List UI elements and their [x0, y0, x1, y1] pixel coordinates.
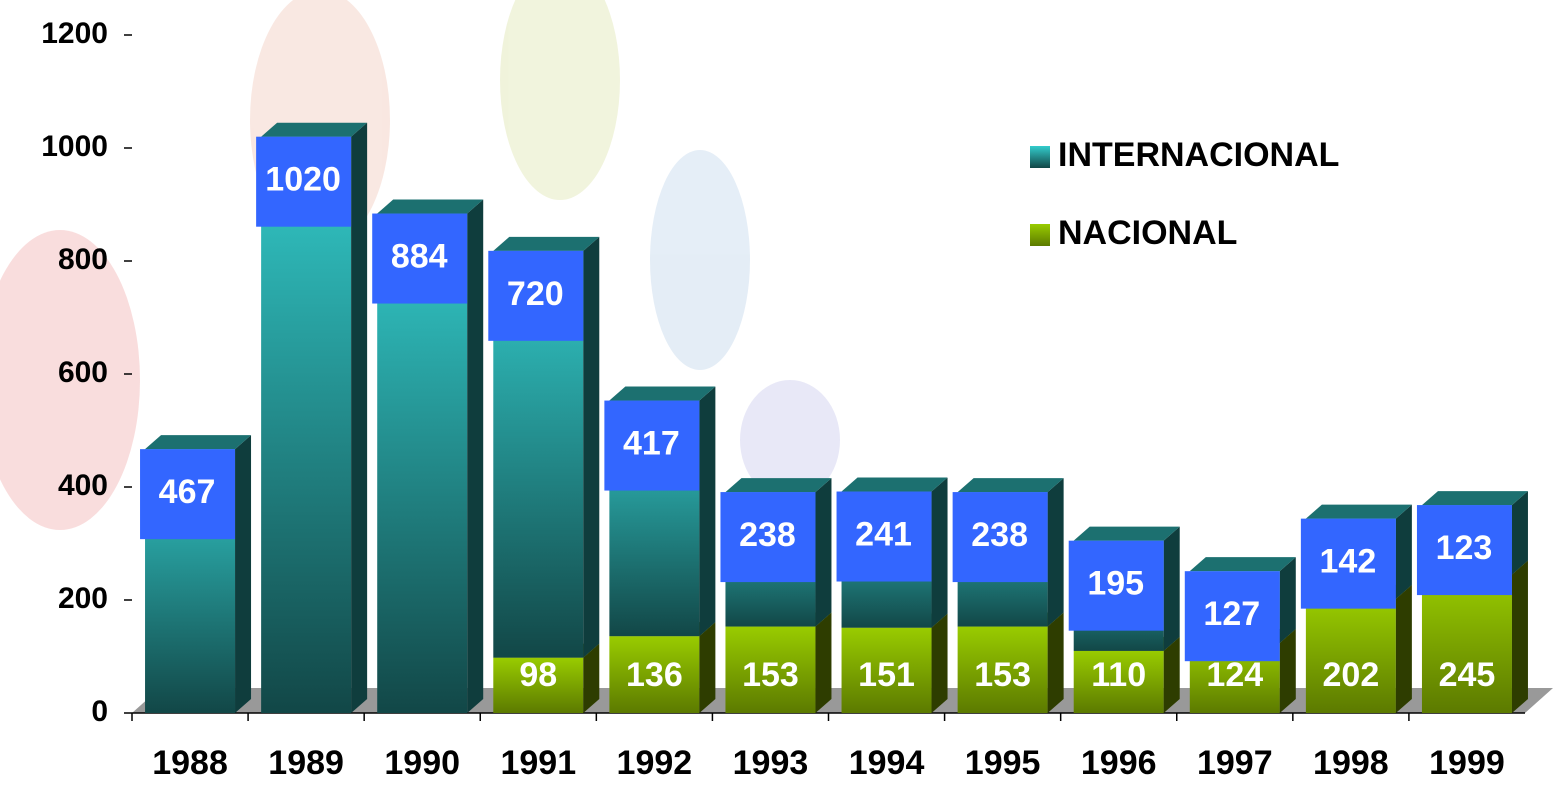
bar-side	[1511, 491, 1528, 575]
value-label: 124	[1206, 656, 1263, 694]
bar-side	[815, 612, 832, 713]
value-label: 123	[1436, 529, 1493, 567]
bar-top	[493, 236, 600, 251]
y-tick-label: 0	[91, 695, 108, 728]
x-tick-label: 1992	[617, 744, 693, 782]
bar	[1421, 574, 1512, 713]
bar-side	[699, 622, 716, 713]
value-label: 153	[974, 656, 1031, 694]
bar-top	[957, 478, 1064, 493]
bar-top	[841, 477, 948, 492]
bar-top	[1305, 504, 1412, 519]
value-label: 195	[1087, 565, 1144, 603]
bar-side	[1163, 636, 1180, 713]
legend-swatch	[1030, 146, 1050, 168]
value-label: 238	[739, 516, 796, 554]
value-label-box	[1184, 571, 1280, 662]
bar-side	[583, 643, 600, 713]
value-label: 238	[971, 516, 1028, 554]
x-tick-label: 1988	[152, 744, 228, 782]
bar-top	[725, 478, 832, 493]
value-label: 1020	[265, 161, 341, 199]
x-tick-label: 1989	[268, 744, 344, 782]
y-tick-label: 800	[58, 243, 108, 276]
value-label: 136	[626, 656, 683, 694]
bar-side	[815, 478, 832, 627]
y-tick-label: 1200	[41, 17, 108, 50]
y-tick-label: 200	[58, 582, 108, 615]
x-tick-label: 1994	[849, 744, 925, 782]
bar-side	[931, 477, 948, 628]
value-label-box	[1300, 518, 1396, 609]
value-label-box	[836, 491, 932, 582]
bar-top	[1189, 557, 1296, 572]
bar-side	[931, 613, 948, 713]
x-tick-label: 1990	[384, 744, 460, 782]
bar-top	[609, 386, 716, 401]
x-tick-label: 1993	[733, 744, 809, 782]
value-label: 202	[1323, 656, 1380, 694]
bar-side	[235, 435, 252, 713]
legend-label: NACIONAL	[1058, 214, 1237, 252]
bar-side	[1511, 560, 1528, 713]
bar-side	[1395, 584, 1412, 713]
bar-top	[261, 122, 368, 137]
bar-top	[1073, 526, 1180, 541]
value-label-box	[1068, 540, 1164, 631]
value-label-box	[488, 250, 584, 341]
bar	[609, 636, 700, 713]
bar-side	[351, 122, 368, 713]
bar-side	[583, 236, 600, 658]
value-label: 241	[855, 516, 912, 554]
value-label-box	[140, 449, 236, 540]
value-label-box	[720, 492, 816, 583]
bar-top	[377, 199, 484, 214]
x-tick-label: 1995	[965, 744, 1041, 782]
bar	[841, 627, 932, 713]
x-tick-label: 1991	[500, 744, 576, 782]
bar-side	[1279, 557, 1296, 643]
x-tick-label: 1999	[1429, 744, 1505, 782]
bar	[725, 626, 816, 713]
bar-side	[1163, 526, 1180, 651]
bar	[957, 626, 1048, 713]
y-tick-label: 400	[58, 469, 108, 502]
value-label: 467	[159, 473, 216, 511]
value-label: 98	[519, 656, 557, 694]
value-label: 110	[1091, 656, 1146, 694]
x-tick-label: 1998	[1313, 744, 1389, 782]
value-label: 153	[742, 656, 799, 694]
value-label: 884	[391, 238, 448, 276]
bar	[261, 136, 352, 713]
bar-side	[1047, 478, 1064, 627]
value-label: 417	[623, 425, 680, 463]
y-tick-label: 1000	[41, 130, 108, 163]
x-tick-label: 1997	[1197, 744, 1273, 782]
value-label-box	[952, 492, 1048, 583]
bar-side	[1047, 612, 1064, 713]
value-label-box	[604, 400, 700, 491]
bar-top	[145, 435, 252, 450]
value-label-box	[1416, 505, 1512, 596]
bar	[1305, 598, 1396, 713]
bar-side	[699, 386, 716, 637]
bar	[1073, 650, 1164, 713]
legend-label: INTERNACIONAL	[1058, 136, 1339, 174]
value-label-box	[372, 213, 468, 304]
value-label: 720	[507, 275, 564, 313]
bar-side	[1395, 504, 1412, 599]
value-label: 151	[858, 656, 915, 694]
x-tick-label: 1996	[1081, 744, 1157, 782]
bar-side	[467, 199, 484, 714]
value-label: 127	[1203, 595, 1260, 633]
value-label-box	[256, 136, 352, 227]
bar-top	[1421, 491, 1528, 506]
bar-side	[1279, 628, 1296, 713]
bar	[493, 657, 584, 713]
legend-swatch	[1030, 224, 1050, 246]
y-tick-label: 600	[58, 356, 108, 389]
value-label: 142	[1320, 543, 1377, 581]
value-label: 245	[1439, 656, 1496, 694]
